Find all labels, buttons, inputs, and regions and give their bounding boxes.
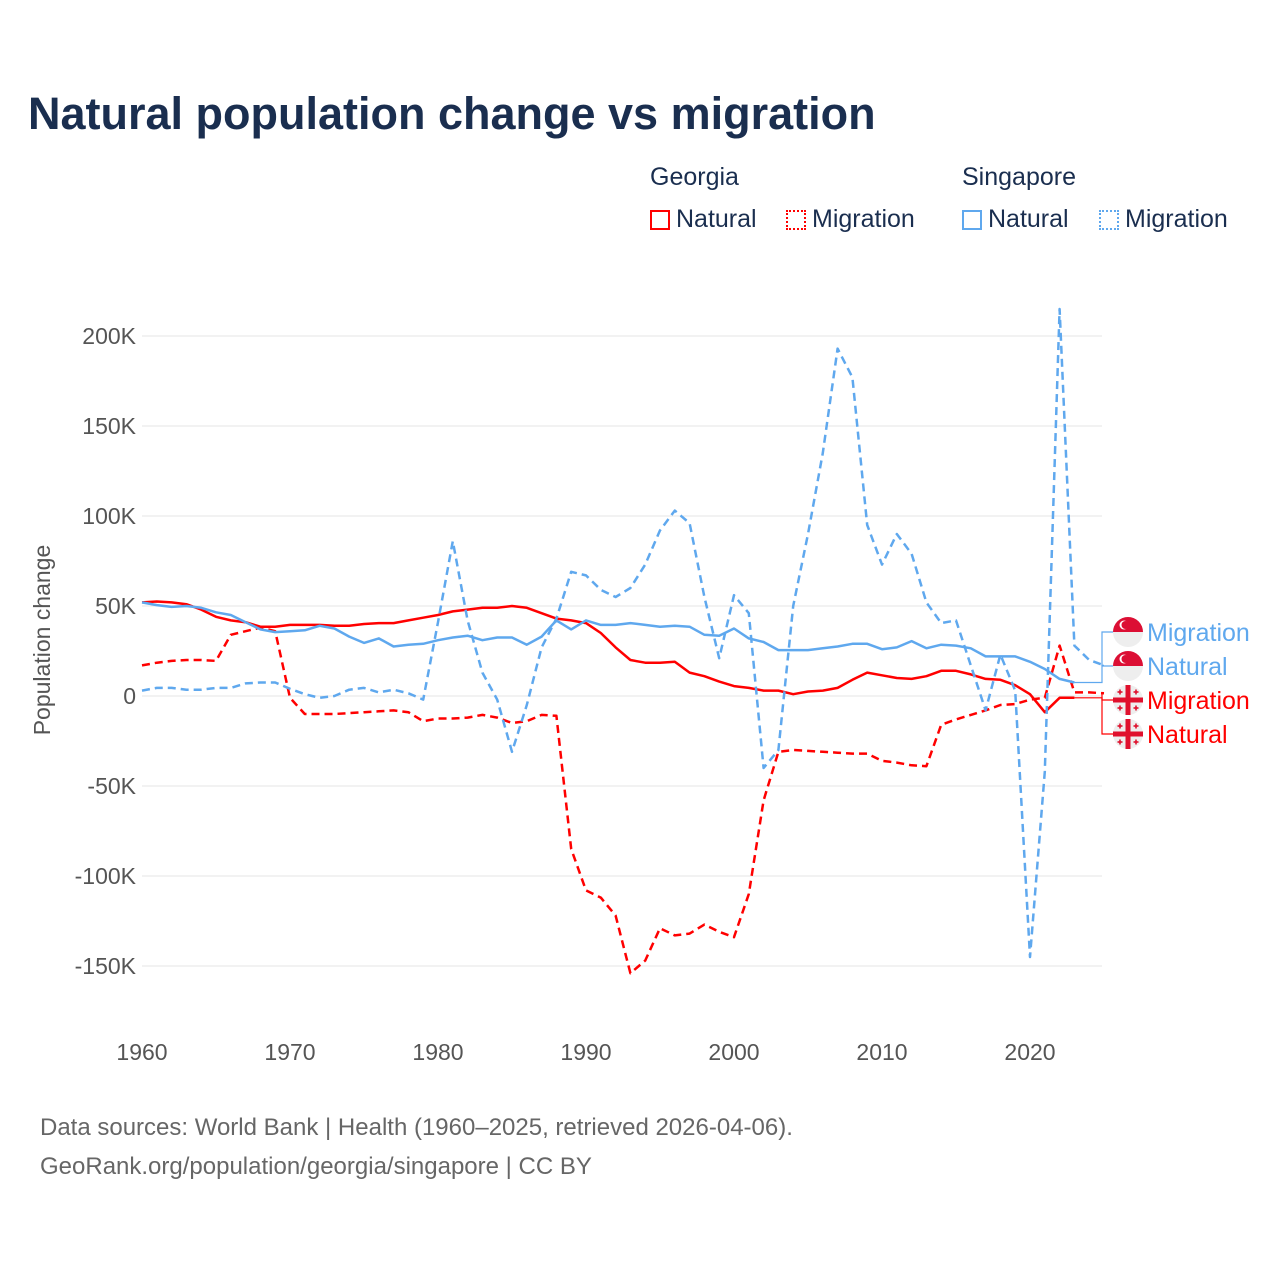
x-tick-label: 1990 — [560, 1039, 611, 1065]
singapore-flag-icon — [1113, 617, 1143, 647]
end-label-connector — [1074, 697, 1114, 735]
singapore-flag-icon — [1113, 651, 1143, 681]
legend-georgia-migration[interactable]: Migration — [786, 205, 915, 234]
legend-singapore-migration[interactable]: Migration — [1099, 205, 1228, 234]
end-label: Migration — [1147, 687, 1250, 715]
y-tick-label: 200K — [82, 323, 136, 349]
legend-swatch — [786, 209, 806, 230]
legend-label: Migration — [812, 205, 915, 233]
end-label: Natural — [1147, 721, 1228, 749]
x-tick-label: 2010 — [856, 1039, 907, 1065]
x-tick-label: 2000 — [708, 1039, 759, 1065]
series-line-georgia-migration — [141, 626, 1105, 975]
georgia-flag-icon — [1113, 685, 1143, 715]
legend-label: Natural — [988, 205, 1069, 233]
y-axis-label: Population change — [29, 545, 55, 736]
chart-title: Natural population change vs migration — [28, 88, 876, 139]
x-tick-label: 1980 — [412, 1039, 463, 1065]
y-tick-label: 150K — [82, 413, 136, 439]
y-tick-label: 100K — [82, 503, 136, 529]
y-tick-label: -100K — [75, 863, 137, 889]
end-label-connector — [1101, 631, 1114, 667]
y-tick-label: 0 — [123, 683, 136, 709]
end-label: Natural — [1147, 653, 1228, 681]
end-label: Migration — [1147, 619, 1250, 647]
y-tick-label: 50K — [95, 593, 137, 619]
legend-label: Natural — [676, 205, 757, 233]
legend-georgia-natural[interactable]: Natural — [650, 205, 757, 234]
georgia-flag-icon — [1113, 719, 1143, 749]
x-tick-label: 2020 — [1004, 1039, 1055, 1065]
legend-swatch — [1099, 209, 1119, 230]
footer: Data sources: World Bank | Health (1960–… — [40, 1108, 793, 1186]
series-line-singapore-natural — [141, 601, 1075, 684]
y-tick-label: -50K — [87, 773, 136, 799]
y-tick-label: -150K — [75, 953, 137, 979]
series-line-georgia-natural — [141, 600, 1075, 714]
end-label-connector — [1074, 665, 1114, 684]
x-tick-label: 1960 — [116, 1039, 167, 1065]
x-tick-label: 1970 — [264, 1039, 315, 1065]
legend-group-singapore: Singapore — [962, 163, 1076, 191]
footer-sources: Data sources: World Bank | Health (1960–… — [40, 1114, 793, 1141]
legend-swatch — [962, 209, 982, 230]
series-line-singapore-migration — [141, 307, 1105, 959]
legend-label: Migration — [1125, 205, 1228, 233]
legend-singapore-natural[interactable]: Natural — [962, 205, 1069, 234]
legend-swatch — [650, 209, 670, 230]
legend-group-georgia: Georgia — [650, 163, 739, 191]
end-label-connector — [1101, 692, 1114, 701]
footer-link[interactable]: GeoRank.org/population/georgia/singapore… — [40, 1153, 592, 1180]
